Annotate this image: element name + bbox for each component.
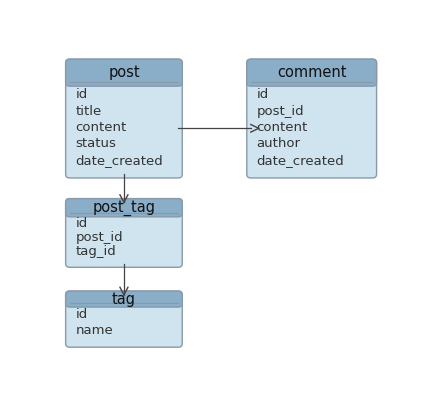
Text: comment: comment	[277, 65, 346, 80]
Bar	[70, 300, 178, 303]
Text: post_id: post_id	[257, 105, 304, 118]
FancyBboxPatch shape	[65, 59, 182, 178]
FancyBboxPatch shape	[65, 291, 182, 307]
Text: id: id	[76, 217, 88, 230]
Text: post_id: post_id	[76, 231, 123, 244]
Text: status: status	[76, 138, 116, 150]
Text: post_tag: post_tag	[93, 200, 156, 216]
Text: id: id	[76, 88, 88, 101]
Text: title: title	[76, 105, 102, 118]
Text: id: id	[76, 309, 88, 322]
FancyBboxPatch shape	[65, 199, 182, 217]
Text: id: id	[257, 88, 269, 101]
FancyBboxPatch shape	[65, 59, 182, 86]
Bar	[70, 208, 178, 213]
Text: date_created: date_created	[257, 154, 344, 167]
Bar	[70, 74, 178, 82]
Text: content: content	[257, 121, 308, 134]
FancyBboxPatch shape	[247, 59, 377, 178]
FancyBboxPatch shape	[65, 199, 182, 267]
FancyBboxPatch shape	[65, 291, 182, 347]
Text: post: post	[108, 65, 140, 80]
FancyBboxPatch shape	[247, 59, 377, 86]
Text: tag: tag	[112, 291, 136, 306]
Text: content: content	[76, 121, 127, 134]
Text: tag_id: tag_id	[76, 245, 116, 258]
Text: author: author	[257, 138, 300, 150]
Bar	[251, 74, 372, 82]
Text: name: name	[76, 324, 113, 337]
Text: date_created: date_created	[76, 154, 163, 167]
